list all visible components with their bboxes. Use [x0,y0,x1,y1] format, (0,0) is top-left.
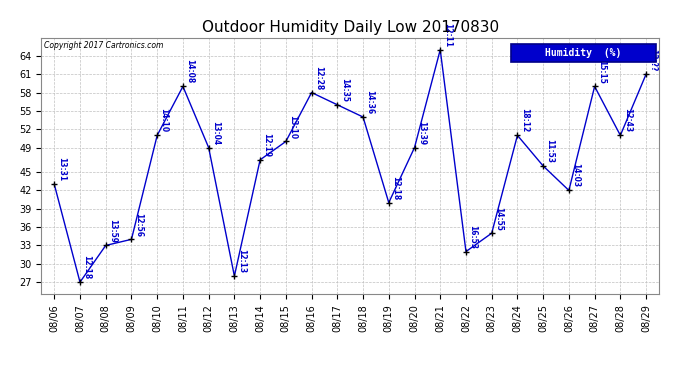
Text: 12:56: 12:56 [134,213,143,237]
Text: 12:28: 12:28 [314,66,323,90]
Text: 13:10: 13:10 [288,115,297,139]
Text: 14:03: 14:03 [571,164,580,188]
Text: 13:39: 13:39 [417,121,426,145]
Text: 14:08: 14:08 [186,59,195,84]
Text: 14:55: 14:55 [494,207,503,230]
Text: 13:04: 13:04 [211,121,220,145]
Text: 18:12: 18:12 [520,108,529,133]
Title: Outdoor Humidity Daily Low 20170830: Outdoor Humidity Daily Low 20170830 [201,20,499,35]
Text: 12:18: 12:18 [82,255,92,279]
Text: Humidity  (%): Humidity (%) [545,48,622,58]
Text: 15:15: 15:15 [597,60,606,84]
Text: 12:13: 12:13 [237,249,246,273]
Text: 12:??: 12:?? [649,49,658,71]
Text: 13:31: 13:31 [57,158,66,182]
Text: 12:19: 12:19 [263,133,272,157]
Text: Copyright 2017 Cartronics.com: Copyright 2017 Cartronics.com [44,41,164,50]
Text: 14:10: 14:10 [159,108,168,133]
Text: 13:59: 13:59 [108,219,117,243]
Text: 14:36: 14:36 [366,90,375,114]
Text: 11:53: 11:53 [546,139,555,163]
Text: 12:11: 12:11 [443,23,452,47]
Text: 12:43: 12:43 [623,108,632,133]
Text: 14:35: 14:35 [339,78,348,102]
Text: 12:18: 12:18 [391,176,400,200]
Text: 16:53: 16:53 [469,225,477,249]
FancyBboxPatch shape [511,44,656,62]
